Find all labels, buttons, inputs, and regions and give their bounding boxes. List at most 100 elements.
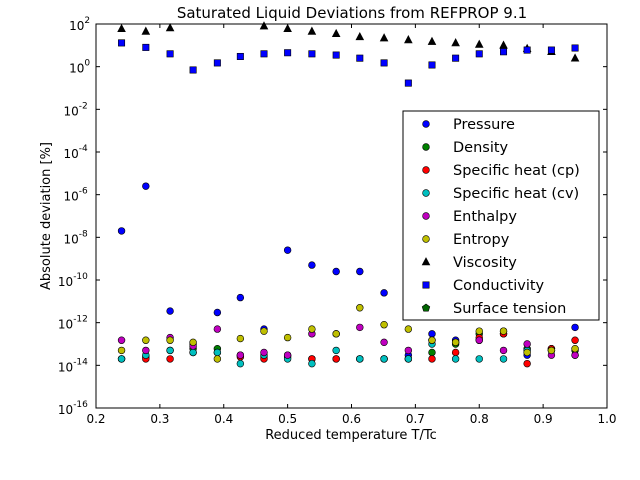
data-point	[523, 359, 531, 368]
legend-label: Specific heat (cv)	[453, 186, 579, 202]
data-point	[308, 50, 316, 58]
data-point	[307, 26, 317, 35]
data-point	[428, 61, 436, 69]
data-point	[142, 43, 150, 51]
data-point	[308, 325, 316, 333]
data-point	[283, 333, 292, 342]
legend-label: Specific heat (cp)	[453, 163, 580, 179]
x-tick-label: 0.4	[214, 412, 233, 426]
data-point	[260, 50, 268, 58]
legend-marker	[421, 257, 431, 266]
y-tick-label: 10 -6	[64, 187, 89, 204]
y-tick-base: 10	[64, 104, 79, 118]
series-entropy	[117, 304, 579, 363]
legend-box	[402, 110, 600, 321]
data-point	[523, 348, 531, 357]
legend-entry: Specific heat (cv)	[422, 186, 579, 202]
data-point	[356, 355, 364, 363]
legend-marker	[422, 212, 430, 220]
data-point	[308, 261, 316, 269]
data-point	[332, 267, 340, 276]
data-point	[142, 182, 150, 190]
legend-label: Surface tension	[453, 301, 566, 317]
y-tick-label: 10 -12	[58, 315, 88, 332]
data-point	[308, 359, 316, 368]
data-point	[427, 36, 437, 45]
data-point	[332, 51, 340, 59]
legend: Pressure Density Specific heat (cp) Specifi…	[402, 110, 600, 321]
y-tick-label: 10 0	[69, 59, 90, 76]
data-point	[332, 355, 340, 363]
data-point	[451, 355, 460, 363]
y-tick-label: 10 -2	[64, 101, 88, 118]
legend-entry: Viscosity	[421, 255, 517, 271]
data-point	[166, 307, 174, 315]
data-point	[118, 39, 126, 47]
legend-entry: Specific heat (cp)	[422, 163, 580, 179]
data-point	[499, 327, 508, 335]
data-point	[451, 38, 460, 47]
legend-label: Pressure	[453, 117, 515, 133]
data-point	[474, 39, 484, 48]
data-point	[380, 338, 388, 347]
data-point	[571, 336, 579, 344]
y-tick-base: 10	[64, 147, 79, 161]
y-tick-label: 10 -4	[64, 144, 89, 161]
data-point	[356, 304, 364, 312]
legend-marker	[422, 189, 430, 197]
data-point	[166, 50, 174, 58]
legend-entry: Entropy	[422, 232, 510, 248]
data-point	[571, 323, 579, 332]
legend-entry: Density	[422, 140, 509, 156]
data-point	[236, 52, 244, 60]
y-tick-base: 10	[58, 275, 73, 289]
data-point	[165, 23, 175, 32]
data-point	[142, 346, 150, 355]
data-point	[166, 346, 174, 355]
data-point	[189, 66, 197, 74]
data-point	[117, 346, 126, 355]
data-point	[571, 44, 579, 52]
y-tick-base: 10	[58, 318, 73, 332]
legend-label: Enthalpy	[453, 209, 517, 225]
y-axis-label: Absolute deviation [%]	[39, 142, 54, 290]
x-tick-label: 0.7	[406, 412, 425, 426]
data-point	[236, 334, 245, 343]
data-point	[332, 330, 340, 338]
data-point	[356, 54, 364, 62]
data-point	[356, 267, 364, 276]
data-point	[260, 327, 268, 335]
y-tick-base: 10	[58, 360, 73, 374]
legend-label: Viscosity	[453, 255, 517, 271]
data-point	[379, 33, 389, 42]
data-point	[117, 336, 126, 344]
x-tick-label: 0.2	[86, 412, 105, 426]
x-tick-label: 0.8	[470, 412, 489, 426]
data-point	[283, 23, 292, 33]
series-conductivity	[118, 39, 579, 87]
data-point	[213, 59, 221, 67]
y-tick-exponent: -6	[79, 187, 88, 197]
y-tick-exponent: -8	[79, 229, 88, 239]
data-point	[571, 345, 579, 353]
legend-label: Density	[453, 140, 509, 156]
data-point	[189, 348, 197, 357]
y-tick-base: 10	[64, 190, 79, 204]
y-tick-base: 10	[64, 232, 79, 246]
chart-title: Saturated Liquid Deviations from REFPROP…	[177, 4, 527, 22]
y-tick-label: 10 2	[69, 16, 90, 33]
data-point	[213, 355, 222, 363]
data-point	[451, 348, 460, 357]
x-tick-label: 0.6	[342, 412, 361, 426]
legend-marker	[422, 143, 430, 151]
data-point	[189, 338, 197, 347]
data-point	[404, 79, 412, 87]
series-enthalpy	[117, 323, 579, 359]
y-tick-label: 10 -10	[58, 272, 88, 289]
y-tick-label: 10 -14	[58, 357, 88, 374]
y-tick-exponent: 2	[84, 16, 90, 26]
legend-entry: Surface tension	[421, 301, 566, 317]
y-tick-label: 10 -16	[58, 400, 88, 417]
